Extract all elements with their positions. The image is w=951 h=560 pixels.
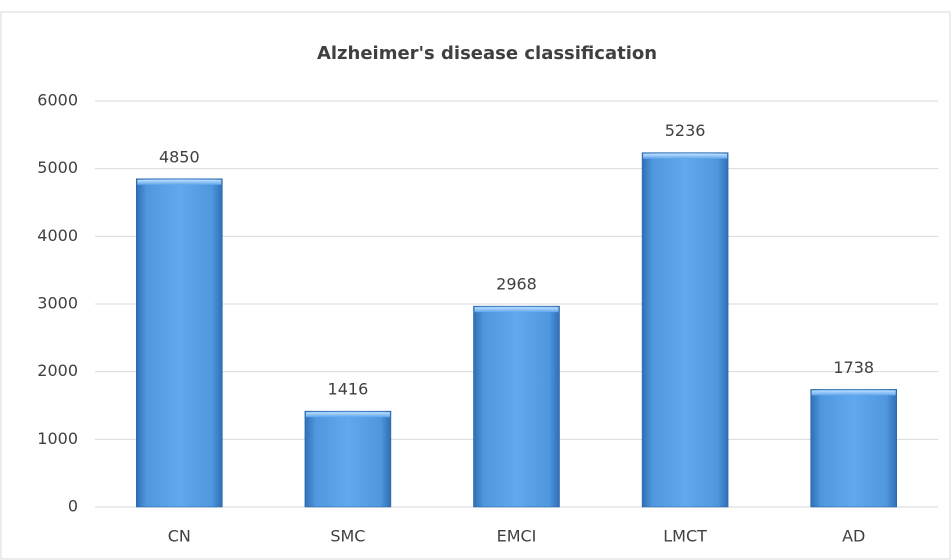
x-tick-label: CN [168,527,191,546]
chart-title: Alzheimer's disease classification [317,43,657,64]
bar [473,305,560,508]
bar-cap [643,153,728,159]
bar [810,389,898,508]
y-tick-label: 2000 [37,361,78,380]
bar [304,410,392,508]
data-label: 2968 [496,275,537,294]
y-tick-label: 3000 [37,294,78,313]
y-tick-label: 0 [68,497,78,516]
bar-cap [474,307,559,313]
data-label: 4850 [159,147,200,166]
data-label: 1738 [833,358,874,377]
x-tick-label: SMC [330,527,365,546]
x-tick-label: LMCT [663,527,707,546]
y-tick-label: 5000 [37,158,78,177]
bar-cap [137,179,222,185]
bar-cap [305,412,390,418]
data-label: 5236 [665,121,706,140]
bar [136,178,223,508]
bar [641,152,729,508]
y-tick-label: 6000 [37,91,78,110]
x-tick-label: AD [842,527,865,546]
x-tick-label: EMCI [497,527,537,546]
bar-cap [811,390,896,396]
y-tick-label: 1000 [37,429,78,448]
y-tick-label: 4000 [37,226,78,245]
data-label: 1416 [328,380,369,399]
